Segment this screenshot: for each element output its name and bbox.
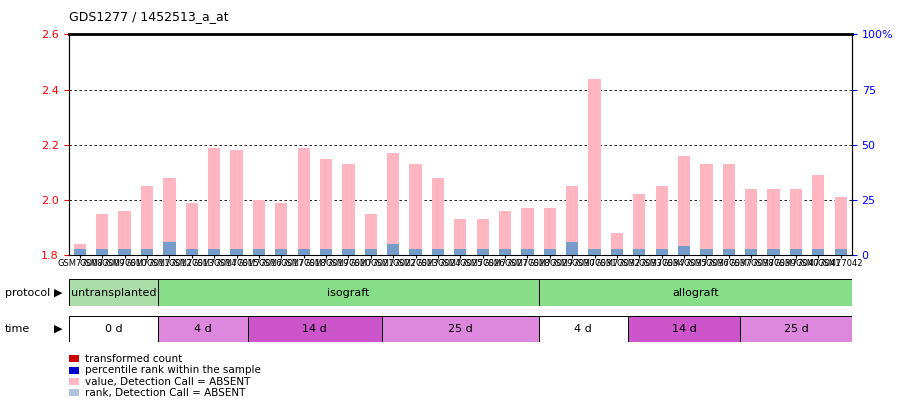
Bar [499, 211, 511, 255]
Bar [543, 208, 556, 255]
Bar [69, 316, 158, 342]
Bar [208, 249, 221, 255]
Bar [812, 175, 824, 255]
Text: 25 d: 25 d [448, 324, 473, 334]
Bar [700, 164, 713, 255]
Text: allograft: allograft [672, 288, 718, 298]
Bar [69, 279, 158, 306]
Bar [521, 208, 534, 255]
Bar [454, 249, 466, 255]
Bar [723, 164, 735, 255]
Bar [387, 153, 399, 255]
Bar [118, 249, 131, 255]
Text: transformed count: transformed count [85, 354, 182, 364]
Bar [656, 186, 668, 255]
Bar [812, 249, 824, 255]
Bar [454, 219, 466, 255]
Text: 0 d: 0 d [104, 324, 122, 334]
Bar [628, 316, 740, 342]
Text: 14 d: 14 d [302, 324, 327, 334]
Bar [96, 214, 108, 255]
Bar [431, 249, 444, 255]
Bar [678, 156, 691, 255]
Text: 4 d: 4 d [574, 324, 593, 334]
Bar [208, 147, 221, 255]
Bar [539, 279, 852, 306]
Text: GDS1277 / 1452513_a_at: GDS1277 / 1452513_a_at [69, 10, 228, 23]
Text: untransplanted: untransplanted [71, 288, 157, 298]
Bar [834, 249, 847, 255]
Bar [740, 316, 852, 342]
Bar [118, 211, 131, 255]
Text: ▶: ▶ [54, 324, 62, 334]
Bar [298, 249, 310, 255]
Bar [365, 214, 377, 255]
Bar [521, 249, 534, 255]
Bar [141, 249, 153, 255]
Bar [73, 244, 86, 255]
Bar [409, 164, 421, 255]
Bar [656, 249, 668, 255]
Bar [678, 246, 691, 255]
Bar [186, 203, 198, 255]
Bar [275, 249, 288, 255]
Bar [247, 316, 382, 342]
Bar [543, 249, 556, 255]
Text: percentile rank within the sample: percentile rank within the sample [85, 365, 261, 375]
Bar [566, 242, 578, 255]
Text: rank, Detection Call = ABSENT: rank, Detection Call = ABSENT [85, 388, 245, 398]
Bar [343, 249, 354, 255]
Bar [382, 316, 539, 342]
Bar [834, 197, 847, 255]
Bar [186, 249, 198, 255]
Bar [723, 249, 735, 255]
Bar [790, 189, 802, 255]
Text: ▶: ▶ [54, 288, 62, 298]
Bar [163, 178, 176, 255]
Text: 14 d: 14 d [671, 324, 696, 334]
Bar [343, 164, 354, 255]
Bar [141, 186, 153, 255]
Bar [588, 249, 601, 255]
Bar [790, 249, 802, 255]
Bar [275, 203, 288, 255]
Bar [633, 194, 646, 255]
Text: time: time [5, 324, 30, 334]
Text: 4 d: 4 d [194, 324, 212, 334]
Bar [431, 178, 444, 255]
Bar [476, 219, 489, 255]
Text: value, Detection Call = ABSENT: value, Detection Call = ABSENT [85, 377, 251, 386]
Bar [588, 79, 601, 255]
Bar [73, 249, 86, 255]
Bar [409, 249, 421, 255]
Bar [158, 316, 247, 342]
Bar [253, 200, 265, 255]
Bar [745, 249, 758, 255]
Bar [611, 249, 623, 255]
Bar [298, 147, 310, 255]
Bar [320, 249, 333, 255]
Bar [566, 186, 578, 255]
Bar [320, 159, 333, 255]
Bar [230, 249, 243, 255]
Bar [253, 249, 265, 255]
Bar [745, 189, 758, 255]
Bar [387, 244, 399, 255]
Text: 25 d: 25 d [783, 324, 808, 334]
Bar [611, 233, 623, 255]
Bar [633, 249, 646, 255]
Text: protocol: protocol [5, 288, 49, 298]
Bar [96, 249, 108, 255]
Bar [163, 242, 176, 255]
Bar [230, 150, 243, 255]
Bar [365, 249, 377, 255]
Bar [499, 249, 511, 255]
Bar [768, 189, 780, 255]
Bar [158, 279, 539, 306]
Text: isograft: isograft [327, 288, 369, 298]
Bar [768, 249, 780, 255]
Bar [539, 316, 628, 342]
Bar [700, 249, 713, 255]
Bar [476, 249, 489, 255]
